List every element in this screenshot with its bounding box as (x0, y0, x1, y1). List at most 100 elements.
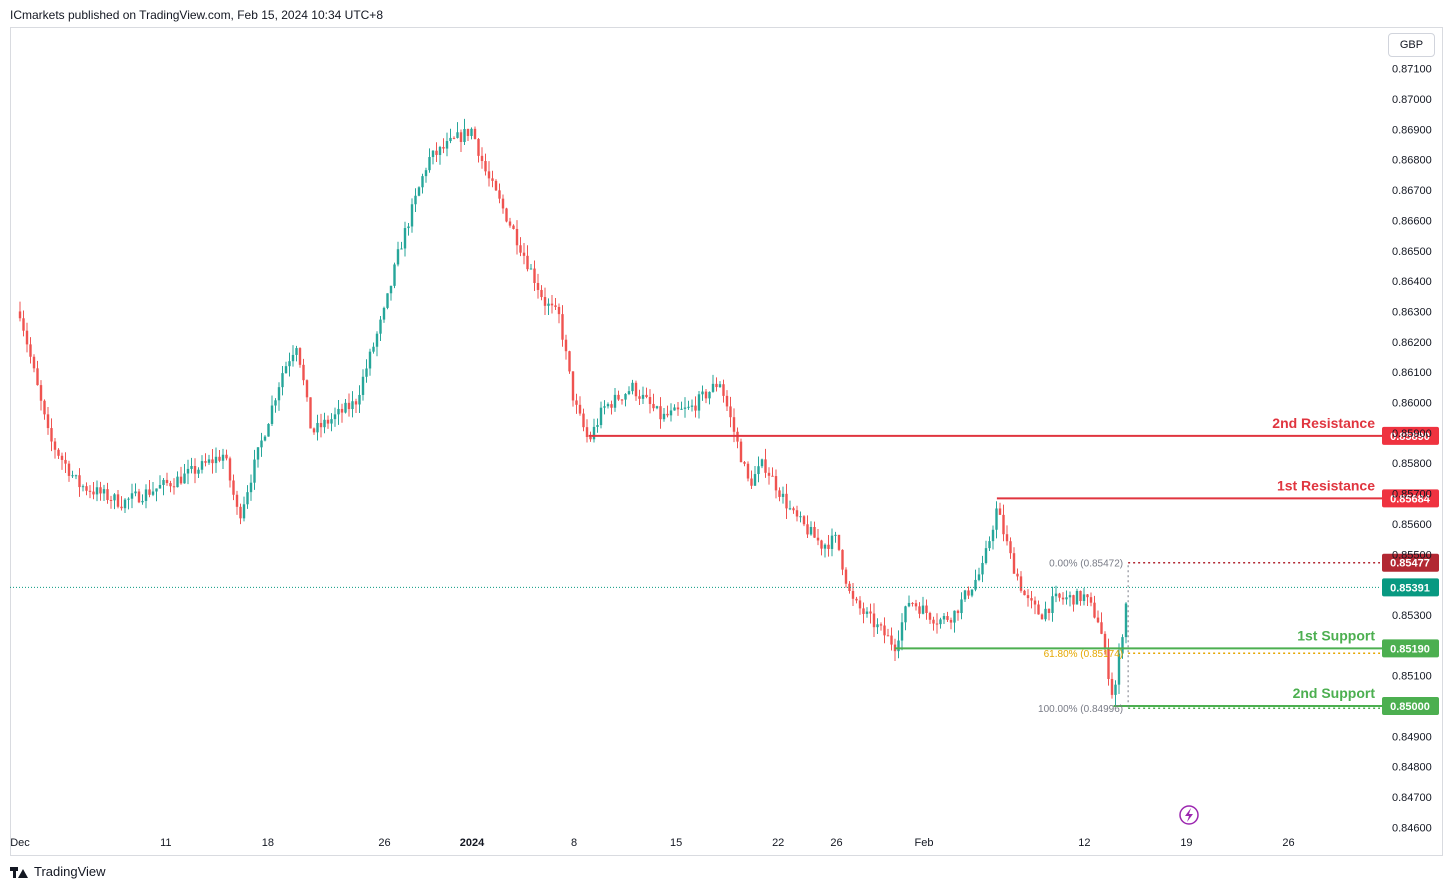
price-tick-label: 0.86000 (1392, 398, 1432, 410)
candle-body (606, 404, 610, 407)
price-tick-label: 0.85100 (1392, 671, 1432, 683)
candle-body (155, 488, 158, 492)
candle-body (743, 462, 746, 464)
candle-body (809, 526, 813, 535)
candle-body (71, 475, 74, 477)
candle-body (1019, 576, 1023, 591)
candle-body (228, 458, 232, 481)
candle-body (442, 146, 445, 149)
candle-body (22, 318, 25, 331)
candle-body (575, 400, 578, 405)
candle-body (309, 397, 312, 429)
candle-body (855, 598, 858, 601)
candle-body (680, 408, 683, 410)
candle-body (18, 311, 22, 319)
candle-body (424, 170, 428, 177)
candle-body (1051, 596, 1054, 613)
candle-body (1047, 608, 1051, 613)
candle-body (977, 574, 981, 580)
candle-body (172, 486, 176, 488)
candle-body (113, 494, 116, 501)
candle-body (760, 459, 764, 467)
candle-body (802, 516, 806, 525)
candle-body (592, 426, 596, 440)
footer: TradingView (10, 864, 106, 879)
candle-body (844, 569, 848, 584)
candle-body (1033, 600, 1037, 605)
candle-body (333, 414, 337, 420)
candle-body (571, 371, 575, 401)
candle-body (284, 366, 288, 374)
candle-body (757, 466, 760, 475)
candle-body (865, 611, 869, 614)
level-price-tag-label: 0.85890 (1390, 431, 1430, 443)
level-price-tag-label: 0.85000 (1390, 701, 1430, 713)
candle-body (631, 382, 634, 392)
candle-body (645, 394, 648, 398)
candle-body (1114, 684, 1117, 695)
candle-body (519, 245, 522, 253)
candle-body (1037, 604, 1040, 615)
candle-body (218, 456, 221, 461)
time-axis: Dec 11 18 26 2024 8 15 22 26 Feb 12 19 26 (10, 837, 1294, 849)
last-price-tag (1382, 578, 1439, 597)
candle-body (918, 606, 921, 614)
price-tick-label: 0.85900 (1392, 428, 1432, 440)
candle-body (81, 486, 85, 488)
candle-body (547, 303, 550, 306)
publisher-caption: ICmarkets published on TradingView.com, … (10, 8, 383, 22)
candle-body (445, 141, 449, 149)
candle-body (99, 487, 102, 494)
candle-body (53, 441, 57, 450)
fib-label: 100.00% (0.84996) (1038, 704, 1123, 715)
candle-body (368, 351, 372, 369)
candle-body (109, 499, 113, 501)
candle-body (984, 548, 988, 563)
candle-body (613, 394, 617, 408)
candle-body (774, 476, 778, 491)
candle-body (190, 466, 193, 469)
candle-body (256, 447, 260, 460)
candle-body (536, 282, 540, 290)
candle-body (953, 610, 956, 623)
candle-body (1086, 594, 1089, 598)
candle-body (407, 226, 410, 229)
candle-body (669, 410, 673, 416)
tradingview-brand: TradingView (34, 864, 106, 879)
candle-body (197, 469, 200, 474)
candle-body (214, 456, 218, 464)
currency-button[interactable]: GBP (1388, 33, 1435, 57)
candle-body (193, 466, 197, 474)
candle-body (1058, 593, 1061, 598)
candle-body (165, 479, 169, 484)
candle-body (533, 268, 536, 283)
candle-body (697, 394, 701, 411)
candle-body (746, 463, 750, 479)
candle-body (403, 228, 407, 249)
candle-body (249, 482, 253, 493)
candle-body (1016, 573, 1019, 577)
candle-body (64, 459, 67, 464)
lightning-icon[interactable] (1179, 805, 1199, 825)
candle-body (158, 484, 162, 489)
candle-body (921, 605, 925, 614)
candle-body (554, 305, 557, 307)
fib-label: 0.00% (0.85472) (1049, 559, 1123, 570)
candle-body (788, 508, 792, 510)
candle-body (998, 508, 1002, 515)
candle-body (837, 534, 841, 550)
candle-body (148, 489, 151, 495)
candle-body (848, 583, 851, 592)
price-tick-label: 0.84700 (1392, 792, 1432, 804)
chart-frame[interactable] (10, 27, 1443, 856)
candle-body (221, 454, 225, 461)
candle-body (347, 402, 351, 410)
candle-body (74, 475, 78, 477)
time-tick-label: 11 (160, 837, 171, 849)
candle-body (991, 529, 995, 542)
candle-body (1030, 598, 1033, 601)
price-tick-label: 0.85300 (1392, 610, 1432, 622)
candle-body (263, 436, 267, 441)
candle-body (568, 351, 571, 372)
